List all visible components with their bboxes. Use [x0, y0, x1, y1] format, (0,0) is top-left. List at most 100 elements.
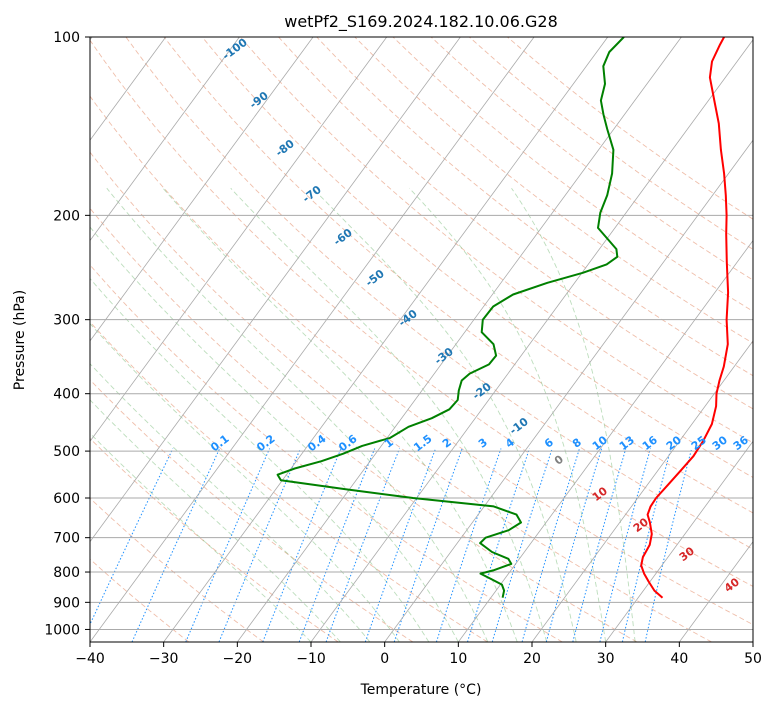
y-tick-label: 100 — [53, 30, 80, 46]
mixing-ratio-line — [521, 448, 580, 642]
dry-adiabat-line — [90, 437, 339, 642]
mixing-ratio-label: 1 — [382, 436, 396, 451]
isotherm-line — [458, 239, 753, 642]
mixing-ratio-line — [218, 448, 301, 642]
x-tick-label: −30 — [149, 651, 179, 667]
mixing-ratio-label: 3 — [476, 436, 490, 451]
isotherm-line — [90, 37, 240, 242]
dry-adiabat-line — [507, 37, 753, 220]
background-lines — [90, 37, 753, 642]
dry-adiabat-line — [430, 37, 753, 281]
x-tick-label: 50 — [744, 651, 762, 667]
temperature-line — [640, 37, 730, 599]
dry-adiabat-line — [354, 37, 753, 344]
moist-adiabat-line — [162, 187, 518, 642]
mixing-ratio-line — [298, 448, 376, 642]
mixing-ratio-label: 4 — [503, 436, 517, 451]
y-axis: 100 200 300 400 500 600 700 800 900 1000 — [44, 30, 90, 638]
moist-adiabat-line — [312, 187, 577, 642]
moist-adiabat-label: 40 — [722, 575, 742, 595]
x-tick-label: 30 — [597, 651, 615, 667]
isotherm-line — [752, 641, 753, 642]
series-group — [276, 37, 730, 599]
y-tick-label: 600 — [53, 491, 80, 507]
mixing-ratio-label: 6 — [542, 436, 556, 451]
dry-adiabat-label: -20 — [470, 380, 494, 403]
mixing-ratio-line — [467, 448, 530, 642]
dry-adiabat-line — [201, 37, 753, 478]
grid — [90, 37, 753, 642]
dry-adiabat-label: -40 — [396, 307, 420, 330]
mixing-ratio-line — [545, 448, 603, 642]
dry-adiabat-label: 0 — [552, 453, 566, 468]
mixing-ratio-line — [599, 448, 651, 642]
dry-adiabat-label: -70 — [300, 183, 324, 206]
plot-frame — [89, 36, 754, 643]
y-tick-label: 1000 — [44, 622, 80, 638]
dry-adiabat-line — [90, 207, 638, 642]
y-axis-label: Pressure (hPa) — [12, 290, 28, 390]
dry-adiabat-label: -90 — [247, 89, 271, 112]
dry-adiabat-line — [90, 558, 190, 642]
moist-adiabat-line — [90, 277, 430, 642]
moist-adiabat-line — [511, 187, 636, 642]
y-tick-label: 900 — [53, 595, 80, 611]
moist-adiabat-line — [106, 187, 489, 642]
mixing-ratio-line — [262, 448, 342, 642]
mixing-ratio-line — [131, 448, 221, 642]
moist-adiabat-line — [90, 322, 400, 642]
dry-adiabat-line — [90, 95, 753, 626]
mixing-ratio-label: 10 — [590, 433, 610, 453]
mixing-ratio-line — [621, 448, 672, 642]
dry-adiabat-line — [90, 39, 753, 587]
x-tick-label: 10 — [449, 651, 467, 667]
x-axis-label: Temperature (°C) — [360, 682, 482, 698]
isotherm-line — [90, 37, 535, 642]
dry-adiabat-line — [316, 37, 753, 377]
moist-adiabat-line — [90, 226, 459, 642]
moist-adiabat-line — [90, 432, 312, 642]
dry-adiabat-label: -30 — [432, 345, 456, 368]
chart-title: wetPf2_S169.2024.182.10.06.G28 — [284, 12, 558, 32]
dry-adiabat-line — [90, 264, 563, 642]
mixing-ratio-label: 36 — [731, 433, 751, 453]
moist-adiabat-line — [90, 399, 341, 642]
isotherm-line — [237, 37, 682, 642]
mixing-ratio-line — [435, 448, 502, 642]
y-tick-label: 400 — [53, 387, 80, 403]
x-tick-label: −20 — [223, 651, 253, 667]
moist-adiabat-label: 30 — [677, 544, 697, 564]
y-tick-label: 500 — [53, 444, 80, 460]
y-tick-label: 800 — [53, 565, 80, 581]
mixing-ratio-line — [90, 448, 174, 626]
mixing-ratio-line — [364, 448, 437, 642]
dry-adiabat-label: -50 — [363, 267, 387, 290]
x-tick-label: 0 — [380, 651, 389, 667]
mixing-ratio-line — [393, 448, 463, 642]
mixing-ratio-line — [491, 448, 553, 642]
moist-adiabat-label: 10 — [590, 484, 610, 504]
mixing-ratio-line — [325, 448, 400, 642]
y-tick-label: 700 — [53, 531, 80, 547]
isotherm-line — [163, 37, 609, 642]
isotherm-line — [310, 39, 753, 642]
dry-adiabat-line — [392, 37, 753, 312]
dewpoint-line — [276, 37, 625, 598]
isotherm-line — [90, 37, 388, 442]
isotherm-line — [531, 340, 753, 642]
mixing-ratio-label: 30 — [710, 433, 730, 453]
mixing-ratio-label: 2 — [440, 436, 454, 451]
isotherm-line — [605, 440, 753, 642]
dry-adiabat-line — [125, 37, 753, 550]
x-tick-label: −40 — [75, 651, 105, 667]
y-tick-label: 200 — [53, 208, 80, 224]
moist-adiabat-line — [90, 363, 371, 642]
mixing-ratio-label: 16 — [640, 433, 660, 453]
dry-adiabat-line — [90, 151, 712, 642]
mixing-ratio-line — [644, 448, 693, 642]
moist-adiabat-line — [230, 187, 548, 642]
dry-adiabat-line — [278, 37, 753, 410]
x-tick-label: 20 — [523, 651, 541, 667]
isotherm-line — [384, 139, 753, 642]
